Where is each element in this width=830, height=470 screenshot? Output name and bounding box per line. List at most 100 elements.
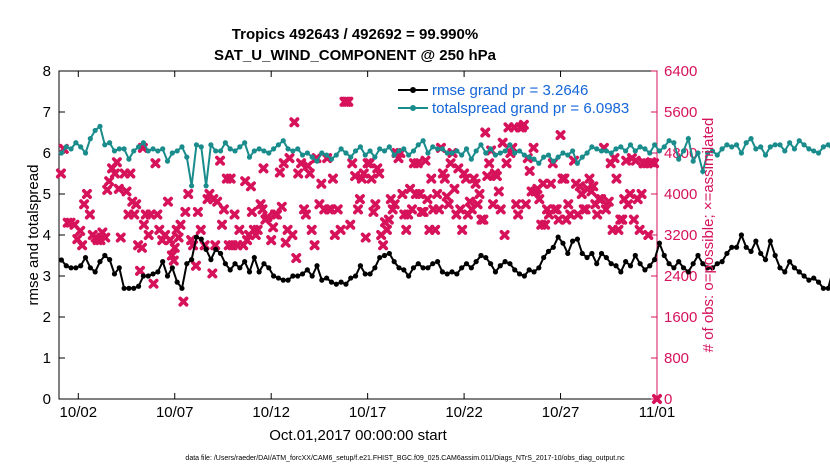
totalspread-point	[574, 160, 581, 166]
obs-assimilated-marker	[634, 224, 645, 235]
rmse-point	[613, 263, 619, 269]
obs-assimilated-marker	[246, 206, 257, 217]
obs-assimilated-marker	[474, 189, 485, 199]
rmse-point	[111, 271, 118, 277]
rmse-point	[396, 265, 402, 271]
totalspread-point	[135, 144, 142, 150]
rmse-point	[425, 265, 431, 271]
totalspread-point	[160, 146, 166, 152]
totalspread-point	[767, 144, 773, 150]
y-left-tick-label: 2	[43, 309, 51, 326]
totalspread-point	[63, 144, 69, 150]
obs-assimilated-marker	[480, 127, 491, 138]
obs-assimilated-marker	[175, 219, 186, 230]
rmse-point	[150, 271, 156, 277]
totalspread-point	[738, 150, 744, 156]
x-tick-label: 10/12	[252, 404, 290, 421]
rmse-point	[251, 254, 257, 261]
chart-subtitle: SAT_U_WIND_COMPONENT @ 250 hPa	[214, 47, 497, 64]
rmse-point	[603, 254, 609, 261]
obs-assimilated-marker	[555, 130, 566, 141]
rmse-point	[391, 259, 397, 265]
obs-assimilated-marker	[368, 206, 379, 217]
totalspread-point	[189, 183, 195, 189]
rmse-point	[237, 265, 243, 271]
rmse-point	[516, 271, 523, 277]
rmse-point	[661, 252, 667, 259]
rmse-point	[126, 285, 132, 291]
x-tick-label: 10/22	[445, 404, 483, 421]
rmse-point	[314, 263, 320, 269]
totalspread-point	[415, 142, 421, 148]
totalspread-point	[651, 142, 658, 148]
obs-assimilated-marker	[491, 171, 502, 182]
obs-assimilated-marker	[389, 199, 400, 210]
totalspread-point	[560, 150, 566, 156]
rmse-point	[242, 259, 248, 265]
obs-assimilated-marker	[378, 240, 389, 251]
obs-assimilated-marker	[441, 191, 452, 202]
obs-assimilated-marker	[584, 173, 595, 184]
rmse-point	[285, 277, 291, 283]
totalspread-point	[516, 148, 523, 154]
rmse-point	[709, 265, 716, 271]
rmse-point	[377, 254, 383, 261]
obs-assimilated-marker	[268, 222, 279, 233]
totalspread-point	[425, 150, 431, 156]
rmse-point	[705, 265, 711, 271]
rmse-point	[473, 259, 479, 265]
totalspread-point	[811, 148, 817, 154]
obs-assimilated-marker	[192, 206, 203, 217]
y-axis-label-right: # of obs: o=possible; ×=assimilated	[700, 118, 717, 353]
totalspread-point	[324, 152, 330, 158]
rmse-point	[507, 261, 513, 267]
obs-assimilated-marker	[418, 206, 429, 217]
obs-assimilated-marker	[464, 196, 475, 207]
obs-assimilated-marker	[293, 168, 304, 179]
rmse-point	[733, 244, 740, 250]
totalspread-point	[603, 148, 609, 154]
totalspread-point	[410, 148, 417, 154]
rmse-point	[618, 269, 624, 275]
totalspread-point	[386, 144, 392, 150]
legend-totalspread-marker	[410, 105, 416, 111]
totalspread-point	[266, 150, 272, 156]
totalspread-point	[222, 140, 228, 146]
y-right-tick-label: 6400	[664, 63, 697, 80]
totalspread-point	[623, 148, 629, 154]
obs-assimilated-marker	[84, 209, 95, 220]
obs-assimilated-marker	[366, 173, 377, 184]
obs-assimilated-marker	[383, 214, 394, 225]
y-right-tick-label: 0	[664, 391, 672, 408]
totalspread-point	[107, 140, 113, 146]
obs-assimilated-marker	[540, 219, 551, 230]
totalspread-point	[473, 148, 479, 154]
obs-assimilated-marker	[624, 189, 635, 199]
x-tick-label: 11/01	[639, 404, 675, 421]
totalspread-point	[733, 142, 740, 148]
obs-assimilated-marker	[430, 224, 441, 235]
data-file-footnote: data file: /Users/raeder/DAI/ATM_forcXX/…	[185, 455, 625, 462]
totalspread-point	[521, 152, 527, 158]
obs-assimilated-marker	[422, 194, 433, 205]
legend-rmse-label: rmse grand pr = 3.2646	[432, 82, 588, 99]
y-left-tick-label: 3	[43, 268, 51, 285]
obs-assimilated-marker	[104, 176, 115, 187]
totalspread-point	[169, 150, 175, 156]
rmse-point	[169, 265, 175, 271]
obs-assimilated-marker	[168, 255, 179, 266]
rmse-point	[116, 265, 122, 271]
obs-assimilated-marker	[600, 204, 611, 215]
totalspread-point	[377, 146, 383, 152]
obs-assimilated-marker	[289, 117, 300, 128]
totalspread-point	[261, 148, 267, 154]
rmse-point	[680, 265, 687, 271]
obs-assimilated-marker	[511, 199, 522, 210]
obs-assimilated-marker	[296, 158, 307, 169]
totalspread-point	[666, 138, 672, 144]
obs-assimilated-marker	[309, 240, 320, 251]
obs-assimilated-marker	[335, 224, 346, 235]
obs-assimilated-marker	[150, 158, 161, 169]
totalspread-point	[290, 148, 296, 154]
rmse-point	[787, 259, 793, 265]
